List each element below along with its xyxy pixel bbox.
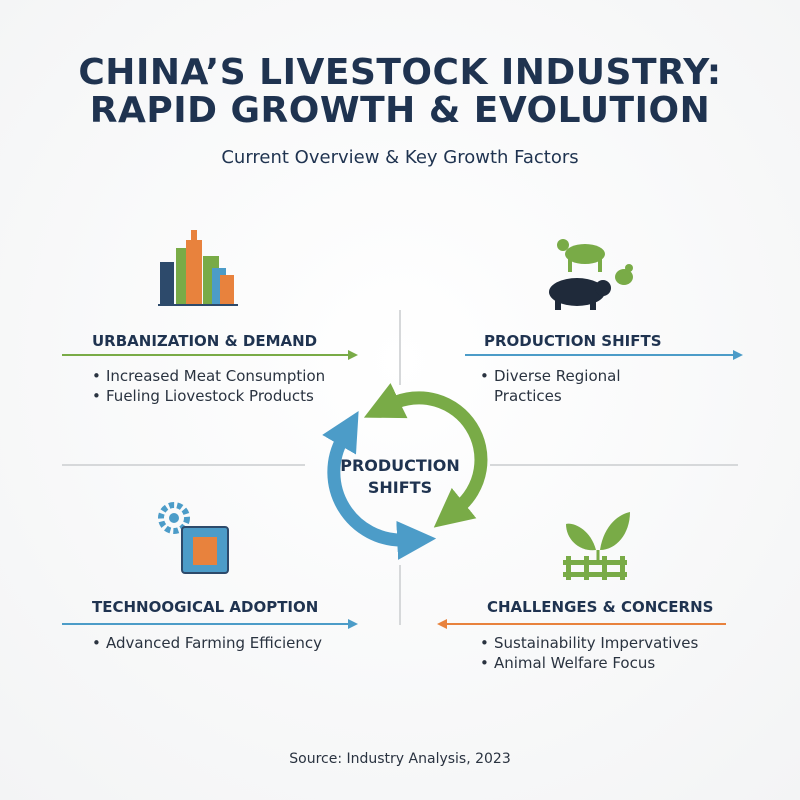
center-line: SHIFTS [367, 478, 433, 497]
title-line: RAPID GROWTH & EVOLUTION [89, 90, 711, 131]
cycle-arrows [322, 383, 488, 560]
quadrant-heading: PRODUCTION SHIFTS [484, 332, 662, 350]
quadrant-heading: CHALLENGES & CONCERNS [487, 598, 714, 616]
bullet: Increased Meat Consumption [92, 366, 325, 386]
quadrant-heading: URBANIZATION & DEMAND [92, 332, 318, 350]
quadrant-heading: TECHNOOGICAL ADOPTION [92, 598, 319, 616]
source: Source: Industry Analysis, 2023 [289, 751, 511, 767]
city-icon [158, 230, 238, 306]
bullet-list: Diverse Regional Practices [480, 366, 640, 406]
dividers [62, 310, 738, 625]
bullet: Diverse Regional Practices [480, 366, 640, 406]
plant-icon [563, 512, 630, 580]
heading-arrows [62, 350, 743, 629]
bullet: Advanced Farming Efficiency [92, 633, 322, 653]
center-line: PRODUCTION [340, 456, 460, 475]
title-line: CHINA’S LIVESTOCK INDUSTRY: [78, 52, 722, 93]
center-label: PRODUCTION SHIFTS [330, 455, 470, 499]
bullet-list: Advanced Farming Efficiency [92, 633, 322, 653]
bullet: Fueling Liovestock Products [92, 386, 325, 406]
subtitle: Current Overview & Key Growth Factors [221, 147, 579, 168]
bullet-list: Increased Meat ConsumptionFueling Lioves… [92, 366, 325, 406]
bullet-list: Sustainability ImpervativesAnimal Welfar… [480, 633, 698, 673]
tech-icon [158, 502, 229, 574]
animals-icon [549, 239, 633, 310]
bullet: Animal Welfare Focus [480, 653, 698, 673]
bullet: Sustainability Impervatives [480, 633, 698, 653]
